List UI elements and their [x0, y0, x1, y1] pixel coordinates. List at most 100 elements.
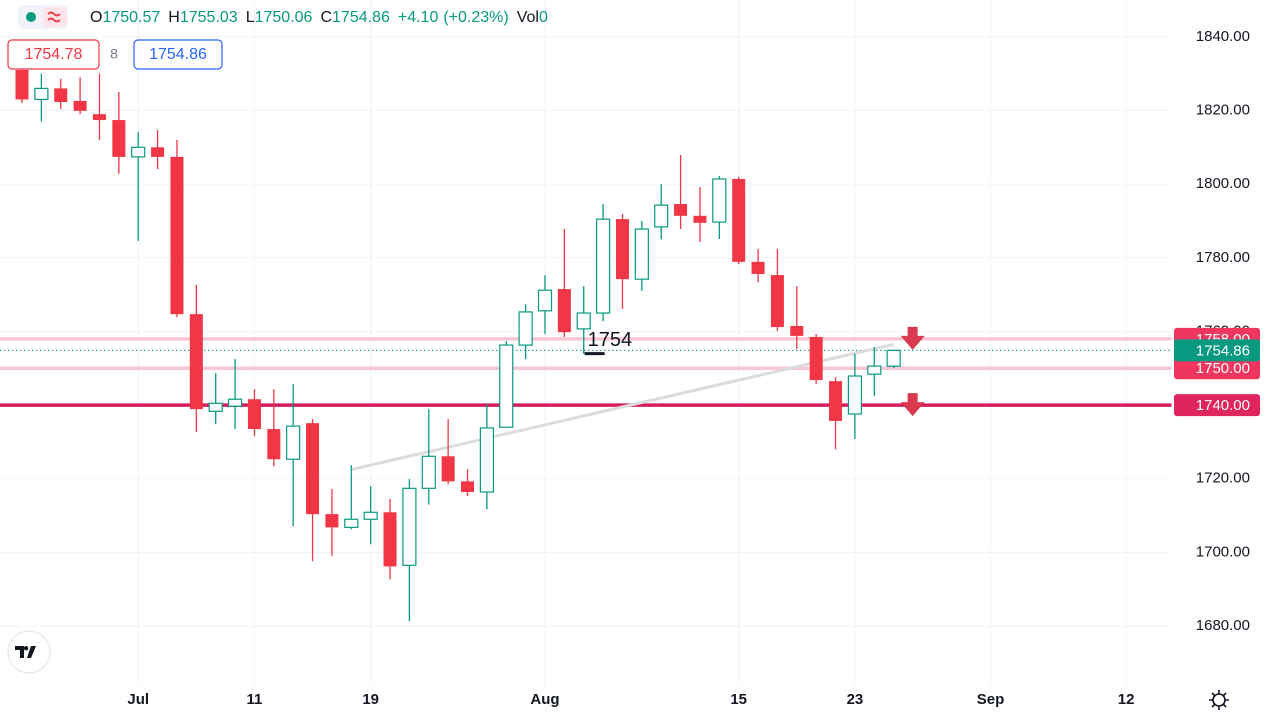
candle-body [325, 514, 339, 528]
candle-body [867, 365, 882, 375]
level-label: 1740.00 [1196, 397, 1250, 414]
annotation: 1754 [588, 329, 633, 351]
candle-body [674, 204, 688, 216]
level-badge [1174, 357, 1260, 380]
axis: 1680.001700.001720.001740.001760.001780.… [127, 0, 1260, 720]
x-tick-label: 19 [362, 691, 379, 708]
status-dot [26, 12, 36, 22]
candle-body [306, 423, 320, 515]
candle-body [654, 204, 669, 228]
candle-body [34, 87, 49, 101]
candle-body [461, 481, 475, 493]
candle-body [54, 88, 68, 103]
last-price-label: 1754.86 [1196, 342, 1250, 359]
candle-body [170, 156, 184, 315]
level-label: 1750.00 [1196, 360, 1250, 377]
close-value: 1754.86 [332, 9, 390, 26]
x-tick-label: 15 [730, 691, 747, 708]
candle-body [73, 100, 87, 111]
y-tick-label: 1700.00 [1196, 543, 1250, 560]
grid [0, 0, 1172, 685]
candle-body [402, 487, 417, 566]
candle-body [712, 178, 727, 223]
y-tick-label: 1780.00 [1196, 249, 1250, 266]
overlay: 1754 [584, 326, 925, 417]
candle-body [441, 456, 455, 482]
candle-body [790, 325, 804, 336]
candle-body [363, 511, 378, 520]
open-label: O [90, 9, 102, 26]
x-tick-label: Aug [530, 691, 559, 708]
change: +4.10 [398, 9, 439, 26]
x-tick-label: Jul [127, 691, 149, 708]
candle-body [151, 147, 165, 157]
open-value: 1750.57 [102, 9, 160, 26]
candle-body [92, 114, 106, 121]
alert-arrow [900, 326, 925, 350]
y-tick-label: 1840.00 [1196, 28, 1250, 45]
low-label: L [246, 9, 255, 26]
candle-body [847, 375, 863, 415]
trendline [350, 342, 894, 472]
candle-body [131, 146, 146, 158]
x-tick-label: Sep [977, 691, 1005, 708]
close-label: C [320, 9, 332, 26]
candle-body [770, 275, 784, 328]
candle-body [208, 402, 223, 412]
bid-price: 1754.78 [25, 46, 83, 63]
change-pct: (+0.23%) [443, 9, 508, 26]
indicator-icon[interactable] [43, 7, 67, 27]
volume-label: Vol [517, 9, 539, 26]
candle-body [576, 312, 591, 330]
settings-teeth [1209, 690, 1229, 710]
alert-arrow [900, 393, 925, 417]
x-tick-label: 12 [1118, 691, 1135, 708]
ohlc-header: O1750.57 H1755.03 L1750.06 C1754.86 +4.10 (+0… [90, 9, 548, 26]
x-tick-label: 23 [847, 691, 864, 708]
candle-body [615, 219, 629, 280]
sell-box[interactable] [7, 39, 100, 70]
buy-box[interactable] [133, 39, 223, 70]
candle-body [421, 455, 436, 489]
logo [15, 646, 36, 658]
candle-body [189, 314, 203, 410]
y-tick-label: 1720.00 [1196, 470, 1250, 487]
candle-body [537, 289, 553, 312]
ask-price: 1754.86 [149, 46, 207, 63]
candle-body [267, 429, 281, 460]
high-value: 1755.03 [180, 9, 238, 26]
trend [350, 342, 894, 472]
y-tick-label: 1800.00 [1196, 175, 1250, 192]
spread: 8 [110, 46, 118, 62]
candle-body [286, 425, 301, 460]
candle-body [809, 336, 823, 381]
indicator-glyph [47, 11, 61, 23]
volume-value: 0 [539, 9, 548, 26]
candle-body [886, 349, 901, 367]
candle-body [595, 218, 611, 314]
candle-body [227, 398, 243, 407]
y-tick-label: 1680.00 [1196, 617, 1250, 634]
y-tick-label: 1820.00 [1196, 101, 1250, 118]
candle-body [732, 178, 746, 262]
candle-body [383, 512, 397, 567]
candle-body [634, 228, 649, 280]
high-label: H [168, 9, 180, 26]
candles [15, 51, 901, 622]
low-value: 1750.06 [255, 9, 313, 26]
candle-body [344, 518, 359, 528]
candle-body [518, 311, 533, 346]
last-price-badge [1174, 339, 1260, 362]
candle-body [15, 69, 29, 100]
candle-body [693, 215, 707, 223]
candle-body [829, 381, 843, 421]
candle-body [499, 344, 514, 428]
candle-body [557, 289, 571, 333]
candle-body [247, 399, 261, 430]
level-badge [1174, 394, 1260, 417]
x-tick-label: 11 [247, 691, 263, 708]
candle-body [751, 261, 765, 274]
